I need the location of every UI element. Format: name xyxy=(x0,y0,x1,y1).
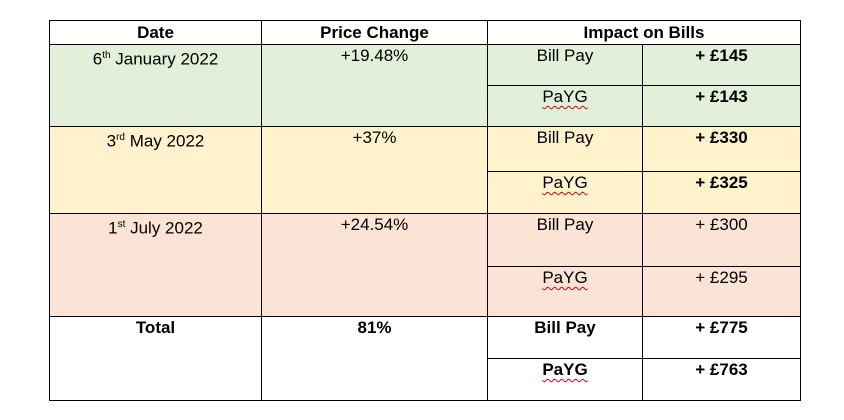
date-day: 3 xyxy=(106,131,117,151)
table-row: PaYG + £295 xyxy=(50,266,802,317)
payg-label: PaYG xyxy=(542,173,588,192)
date-cell: 6th January 2022 xyxy=(49,44,262,127)
bill-pay-label: Bill Pay xyxy=(487,44,643,86)
payg-label-cell: PaYG xyxy=(487,266,643,317)
bill-pay-value: + £330 xyxy=(641,126,802,172)
total-label: Total xyxy=(49,316,262,401)
date-day: 6 xyxy=(92,49,103,69)
bill-pay-value: + £300 xyxy=(641,213,802,267)
table-row: PaYG + £143 xyxy=(50,85,802,127)
payg-value: + £295 xyxy=(641,266,802,317)
total-row: Total 81% Bill Pay + £775 xyxy=(49,316,802,401)
total-payg-value: + £763 xyxy=(641,358,802,401)
date-cell: 1st July 2022 xyxy=(49,213,262,317)
table-row: 1st July 2022 +24.54% Bill Pay + £300 xyxy=(49,213,802,317)
payg-label-cell: PaYG xyxy=(487,171,643,214)
total-price-change: 81% xyxy=(261,316,488,401)
price-change-cell: +19.48% xyxy=(261,44,488,127)
table-row: 3rd May 2022 +37% Bill Pay + £330 xyxy=(49,126,802,214)
price-change-cell: +24.54% xyxy=(261,213,488,317)
payg-label-cell: PaYG xyxy=(487,85,643,127)
header-price-change: Price Change xyxy=(261,20,488,45)
total-payg-label: PaYG xyxy=(542,360,588,379)
payg-value: + £325 xyxy=(641,171,802,214)
table-row: PaYG + £325 xyxy=(50,171,802,214)
date-suffix: rd xyxy=(116,132,125,143)
total-bill-pay-value: + £775 xyxy=(641,316,802,359)
payg-label: PaYG xyxy=(542,87,588,106)
payg-label: PaYG xyxy=(542,268,588,287)
bill-pay-label: Bill Pay xyxy=(487,213,643,267)
date-cell: 3rd May 2022 xyxy=(49,126,262,214)
header-row: Date Price Change Impact on Bills xyxy=(49,20,802,45)
bill-pay-label: Bill Pay xyxy=(487,126,643,172)
date-rest: July 2022 xyxy=(125,218,203,238)
price-cap-table: Date Price Change Impact on Bills 6th Ja… xyxy=(49,20,802,401)
header-impact: Impact on Bills xyxy=(486,20,802,45)
price-change-cell: +37% xyxy=(261,126,488,214)
date-rest: January 2022 xyxy=(110,49,219,69)
date-suffix: th xyxy=(102,50,111,61)
total-row: PaYG + £763 xyxy=(50,358,802,401)
payg-value: + £143 xyxy=(641,85,802,127)
date-day: 1 xyxy=(108,218,118,238)
date-suffix: st xyxy=(117,219,126,230)
table-row: 6th January 2022 +19.48% Bill Pay + £145 xyxy=(49,44,802,127)
date-rest: May 2022 xyxy=(124,131,205,151)
bill-pay-value: + £145 xyxy=(641,44,802,86)
total-bill-pay-label: Bill Pay xyxy=(487,316,643,359)
header-date: Date xyxy=(49,20,262,45)
total-payg-label-cell: PaYG xyxy=(487,358,643,401)
